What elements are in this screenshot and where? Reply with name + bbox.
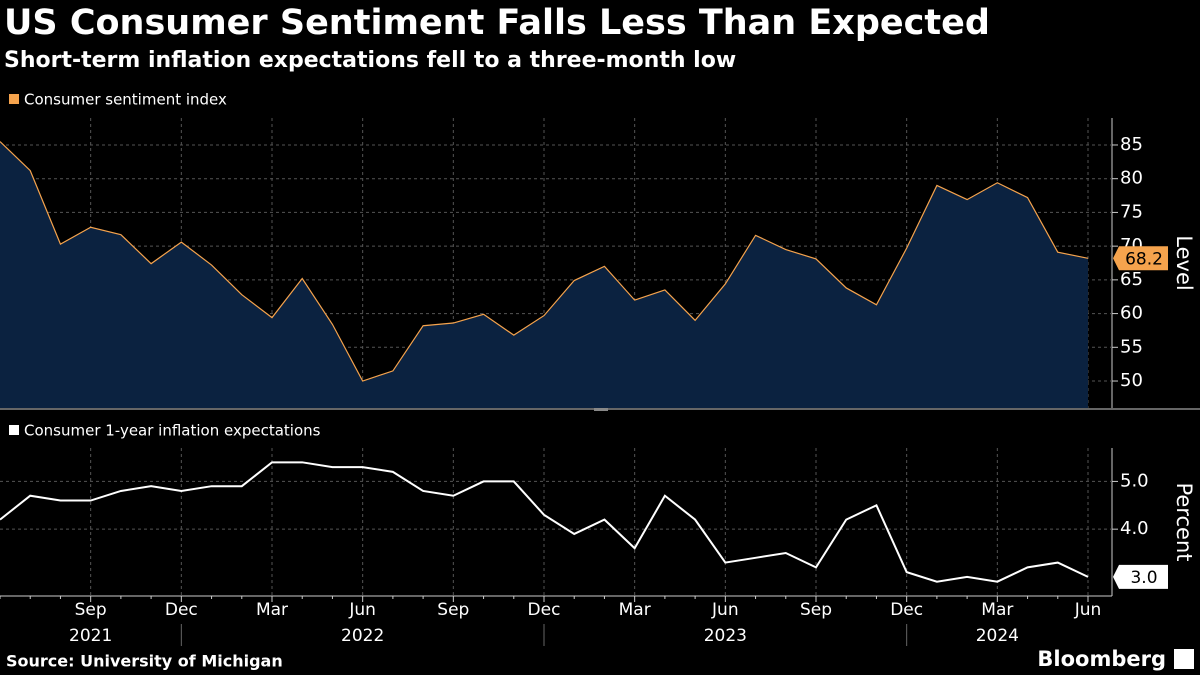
- x-tick-label: Sep: [437, 600, 469, 620]
- y-tick-label: 50: [1120, 370, 1143, 391]
- x-tick-label: Dec: [528, 600, 561, 620]
- y-tick-label: 60: [1120, 303, 1143, 324]
- x-tick-label: Mar: [619, 600, 651, 620]
- x-year-label: 2024: [976, 626, 1019, 646]
- legend-label: Consumer sentiment index: [24, 91, 227, 109]
- value-badge: [1113, 564, 1168, 589]
- value-label: 68.2: [1125, 249, 1163, 269]
- line: [0, 141, 1089, 382]
- y-tick-label: 85: [1120, 134, 1143, 155]
- value-label: 3.0: [1130, 568, 1157, 588]
- x-tick-label: Mar: [981, 600, 1013, 620]
- legend-label: Consumer 1-year inflation expectations: [24, 422, 321, 440]
- y-tick-label: 80: [1120, 168, 1143, 189]
- legend-swatch: [9, 425, 19, 435]
- x-tick-label: Sep: [800, 600, 832, 620]
- y-tick-label: 5.0: [1120, 470, 1149, 491]
- x-year-label: 2023: [704, 626, 747, 646]
- source: Source: University of Michigan: [6, 652, 283, 671]
- x-tick-label: Mar: [256, 600, 288, 620]
- chart-subtitle: Short-term inflation expectations fell t…: [4, 48, 736, 73]
- legend-swatch: [9, 94, 19, 104]
- value-badge: [1113, 246, 1168, 271]
- x-year-label: 2022: [341, 626, 384, 646]
- x-tick-label: Dec: [165, 600, 198, 620]
- y-tick-label: 55: [1120, 336, 1143, 357]
- x-tick-label: Sep: [75, 600, 107, 620]
- brand-icon: [1174, 649, 1194, 669]
- x-year-label: 2021: [69, 626, 112, 646]
- area: [0, 141, 1088, 408]
- y-tick-label: 65: [1120, 269, 1143, 290]
- brand: Bloomberg: [1037, 647, 1166, 671]
- y-axis-title: Level: [1172, 235, 1196, 290]
- x-tick-label: Jun: [348, 600, 376, 620]
- x-tick-label: Jun: [711, 600, 739, 620]
- line: [0, 461, 1089, 583]
- y-tick-label: 4.0: [1120, 518, 1149, 539]
- x-tick-label: Dec: [890, 600, 923, 620]
- y-axis-title: Percent: [1172, 482, 1196, 561]
- chart-title: US Consumer Sentiment Falls Less Than Ex…: [4, 3, 990, 43]
- y-tick-label: 75: [1120, 201, 1143, 222]
- x-tick-label: Jun: [1074, 600, 1102, 620]
- panel-handle: [594, 407, 608, 411]
